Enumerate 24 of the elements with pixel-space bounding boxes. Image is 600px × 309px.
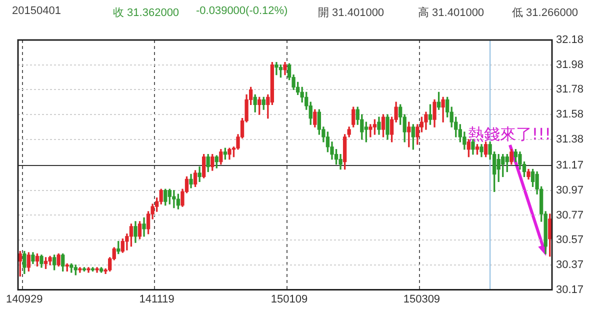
x-tick-label: 140929: [6, 293, 43, 306]
candlestick: [172, 190, 176, 208]
y-tick-label: 30.17: [556, 284, 584, 296]
x-tick-label: 141119: [139, 293, 174, 306]
candlestick: [274, 62, 278, 76]
x-tick-label: 150109: [270, 293, 308, 306]
y-tick-label: 30.77: [556, 209, 584, 222]
x-tick-label: 150309: [403, 293, 440, 306]
y-tick-label: 31.38: [556, 133, 584, 146]
y-tick-label: 31.78: [556, 84, 584, 96]
chart-title: 20150401: [12, 5, 61, 17]
y-tick-label: 31.98: [556, 58, 584, 71]
text: 低 31.266000: [512, 6, 578, 20]
text: 開 31.401000: [318, 6, 384, 20]
text: 收 31.362000: [113, 6, 180, 20]
text: -0.039000(-0.12%): [196, 5, 288, 17]
y-tick-label: 31.58: [556, 108, 584, 121]
y-tick-label: 30.37: [556, 258, 584, 271]
y-tick-label: 30.57: [556, 234, 584, 246]
y-tick-label: 30.97: [556, 184, 584, 196]
annotation: 熱錢來了!!!: [468, 124, 551, 144]
y-tick-label: 32.18: [556, 34, 584, 46]
y-tick-label: 31.17: [556, 160, 584, 172]
text: 高 31.401000: [418, 6, 484, 20]
